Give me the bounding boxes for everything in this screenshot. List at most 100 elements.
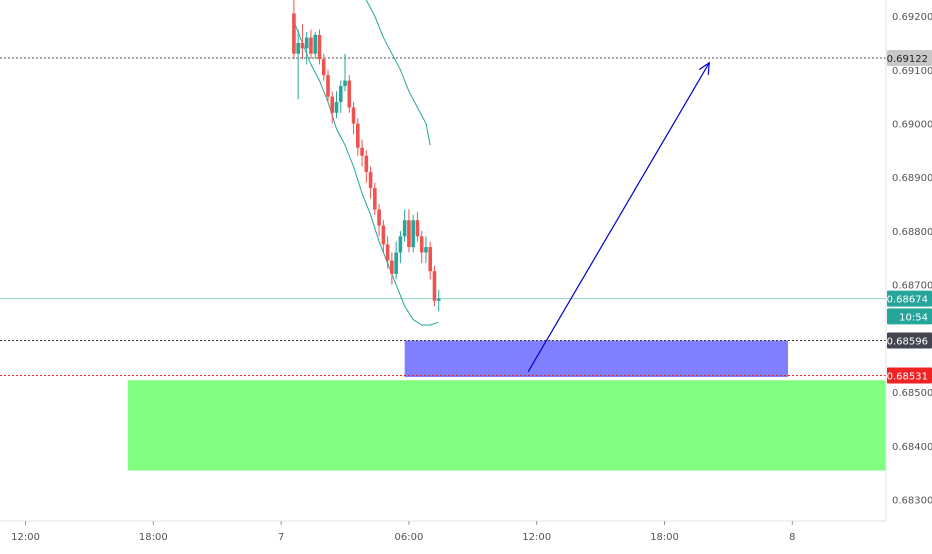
demand-zone-green[interactable] bbox=[127, 380, 887, 471]
candle[interactable] bbox=[356, 118, 360, 156]
candle-body bbox=[317, 34, 322, 60]
price-badge-bg bbox=[887, 290, 932, 307]
candle[interactable] bbox=[309, 29, 313, 60]
candle[interactable] bbox=[398, 230, 403, 264]
candle[interactable] bbox=[330, 91, 335, 124]
y-tick-label: 0.68900 bbox=[892, 173, 932, 184]
y-tick-label: 0.68800 bbox=[892, 227, 932, 238]
x-tick-label: 8 bbox=[789, 532, 795, 543]
candle[interactable] bbox=[411, 214, 415, 253]
candle-body bbox=[402, 220, 407, 237]
countdown-badge-bg bbox=[887, 308, 932, 325]
candle-body bbox=[419, 236, 424, 253]
candle[interactable] bbox=[394, 241, 398, 280]
price-axis-panel[interactable] bbox=[886, 0, 932, 550]
candle[interactable] bbox=[381, 220, 386, 253]
candle[interactable] bbox=[343, 53, 347, 92]
candle-body bbox=[385, 244, 390, 261]
candle-body bbox=[415, 220, 420, 237]
price-badge[interactable]: 0.68531 bbox=[887, 367, 932, 384]
trend-arrow[interactable] bbox=[527, 62, 710, 372]
candle[interactable] bbox=[377, 204, 381, 237]
y-tick-label: 0.68300 bbox=[892, 496, 932, 507]
candle[interactable] bbox=[419, 230, 424, 264]
candle[interactable] bbox=[292, 0, 296, 60]
candle-body bbox=[398, 236, 403, 253]
price-badge-text: 0.69122 bbox=[887, 54, 928, 65]
candle-body bbox=[313, 34, 318, 54]
y-tick-label: 0.69000 bbox=[892, 120, 932, 131]
candle[interactable] bbox=[424, 236, 428, 264]
candle-body bbox=[343, 80, 347, 86]
candle-body bbox=[321, 59, 326, 76]
entry-zone-blue[interactable] bbox=[404, 340, 789, 378]
candle[interactable] bbox=[415, 212, 420, 242]
candle[interactable] bbox=[351, 102, 356, 135]
y-tick-label: 0.68700 bbox=[892, 281, 932, 292]
price-badge-text: 0.68596 bbox=[887, 337, 928, 348]
candle[interactable] bbox=[436, 290, 441, 312]
candle[interactable] bbox=[364, 150, 369, 183]
trend-arrow-head bbox=[698, 61, 710, 75]
y-tick-label: 0.68400 bbox=[892, 442, 932, 453]
candle-body bbox=[338, 85, 343, 103]
price-badge-text: 0.68531 bbox=[887, 371, 928, 382]
x-tick-label: 18:00 bbox=[139, 532, 168, 543]
candle-body bbox=[356, 123, 360, 148]
candle-body bbox=[309, 37, 313, 54]
candle[interactable] bbox=[300, 24, 305, 60]
candle[interactable] bbox=[390, 252, 394, 285]
candle-body bbox=[326, 75, 330, 97]
price-badge-text: 0.68674 bbox=[887, 295, 928, 306]
price-badge[interactable]: 0.68596 bbox=[887, 332, 932, 349]
y-tick-label: 0.69200 bbox=[892, 12, 932, 23]
candle[interactable] bbox=[373, 182, 377, 215]
upper-band-line[interactable] bbox=[365, 0, 431, 146]
candle-body bbox=[368, 171, 373, 188]
price-badge[interactable]: 0.69122 bbox=[887, 50, 932, 67]
candle[interactable] bbox=[326, 69, 330, 103]
candle[interactable] bbox=[313, 32, 318, 60]
candle[interactable] bbox=[428, 241, 433, 280]
candle[interactable] bbox=[407, 209, 411, 253]
x-tick-label: 06:00 bbox=[395, 532, 424, 543]
candle-body bbox=[334, 102, 339, 113]
candle-body bbox=[351, 107, 356, 124]
price-badge-bg bbox=[887, 50, 932, 67]
candle[interactable] bbox=[432, 265, 437, 307]
price-badge-bg bbox=[887, 332, 932, 349]
candle[interactable] bbox=[304, 32, 309, 65]
candle[interactable] bbox=[385, 236, 390, 269]
price-badge-bg bbox=[887, 367, 932, 384]
candle-body bbox=[381, 225, 386, 245]
x-tick-label: 12:00 bbox=[11, 532, 40, 543]
candle[interactable] bbox=[296, 29, 300, 100]
time-axis-panel[interactable] bbox=[0, 521, 932, 550]
candle[interactable] bbox=[338, 80, 343, 113]
countdown-badge[interactable]: 10:54 bbox=[887, 308, 932, 325]
candle[interactable] bbox=[334, 91, 339, 119]
x-tick-label: 7 bbox=[278, 532, 284, 543]
candle[interactable] bbox=[317, 29, 322, 65]
candle-body bbox=[296, 42, 300, 54]
price-badge[interactable]: 0.68674 bbox=[887, 290, 932, 307]
candle-body bbox=[390, 260, 394, 274]
candle-body bbox=[347, 80, 352, 108]
lower-band-line[interactable] bbox=[293, 21, 439, 326]
candle-body bbox=[330, 96, 335, 113]
candle-body bbox=[432, 271, 437, 301]
candle-body bbox=[360, 147, 364, 156]
candle[interactable] bbox=[321, 53, 326, 81]
candle-body bbox=[364, 155, 369, 172]
candle-body bbox=[394, 252, 398, 274]
candle-body bbox=[411, 220, 415, 248]
candle[interactable] bbox=[402, 209, 407, 242]
candle-body bbox=[304, 37, 309, 49]
countdown-badge-text: 10:54 bbox=[899, 312, 928, 323]
candle[interactable] bbox=[360, 139, 364, 167]
candle-body bbox=[407, 220, 411, 248]
candle[interactable] bbox=[347, 75, 352, 113]
candle[interactable] bbox=[368, 166, 373, 199]
